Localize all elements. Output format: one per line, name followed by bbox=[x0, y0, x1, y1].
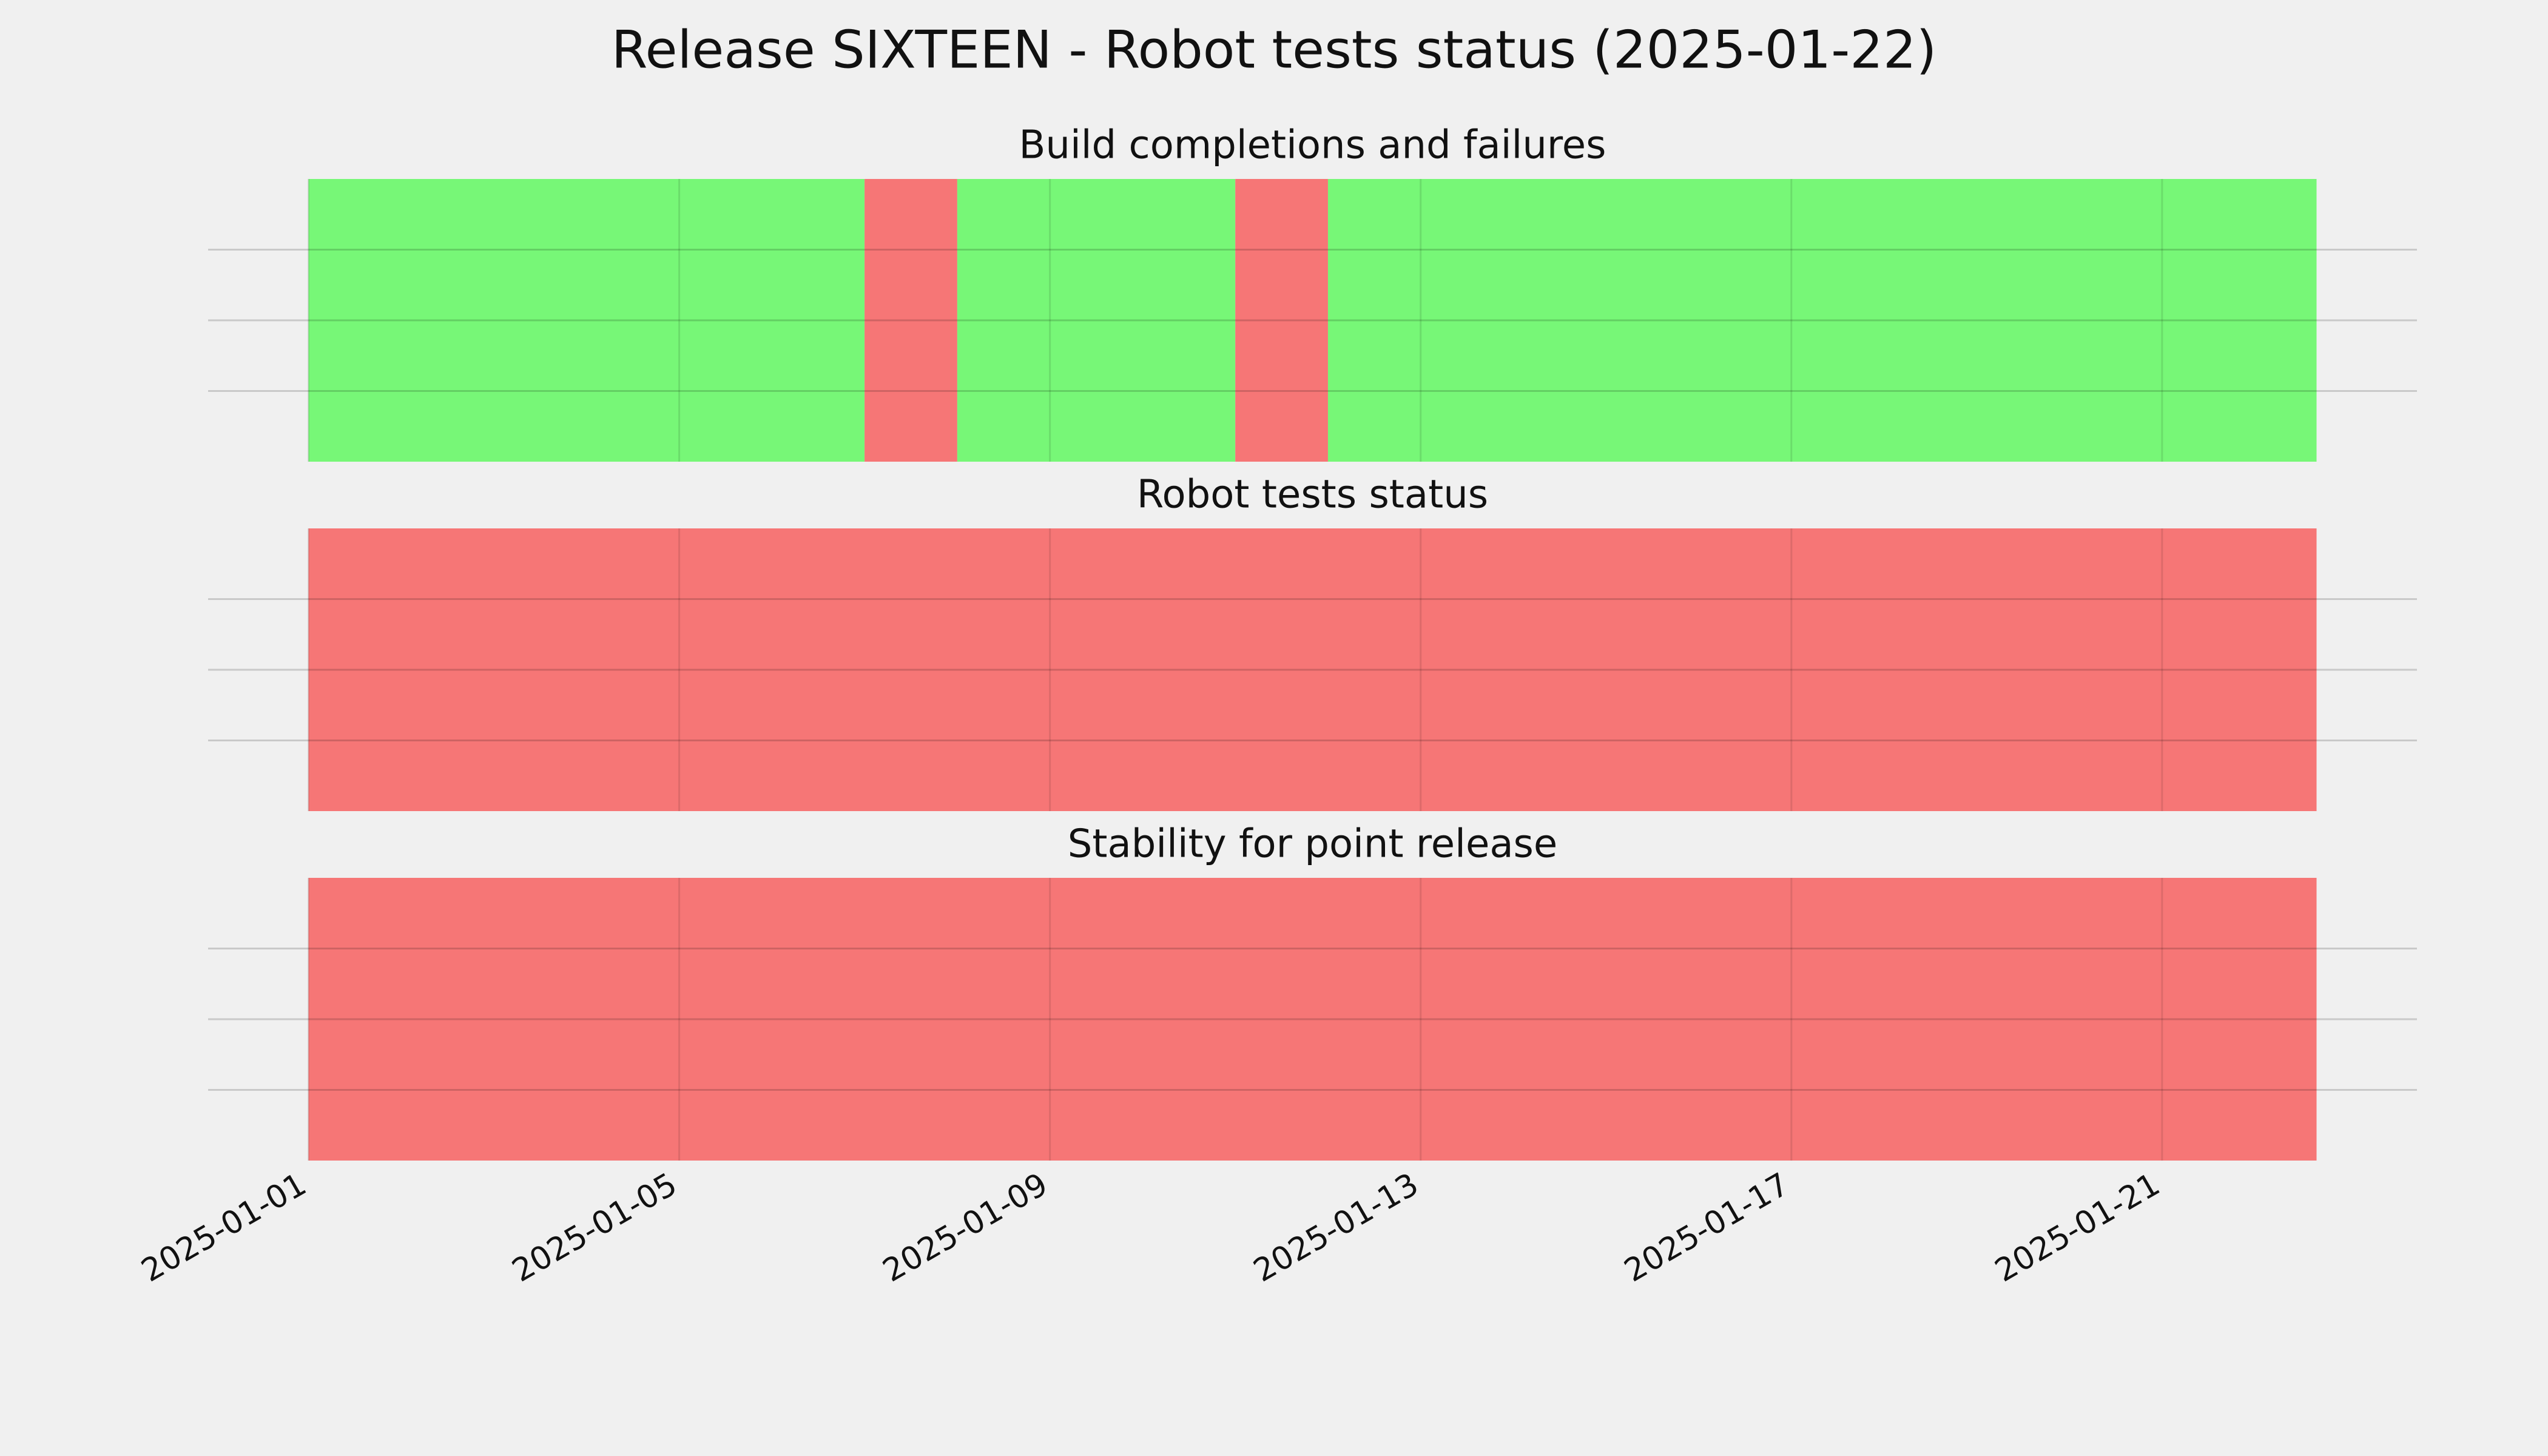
subplot-title: Stability for point release bbox=[1068, 822, 1558, 867]
status-span bbox=[1327, 179, 2317, 462]
status-span bbox=[308, 878, 2317, 1161]
subplot-title: Build completions and failures bbox=[1019, 123, 1606, 168]
status-span bbox=[308, 179, 865, 462]
subplot-title: Robot tests status bbox=[1137, 473, 1488, 517]
status-span bbox=[308, 528, 2317, 811]
status-span bbox=[957, 179, 1236, 462]
status-span bbox=[1235, 179, 1328, 462]
chart-title: Release SIXTEEN - Robot tests status (20… bbox=[612, 19, 1937, 80]
status-span bbox=[864, 179, 957, 462]
